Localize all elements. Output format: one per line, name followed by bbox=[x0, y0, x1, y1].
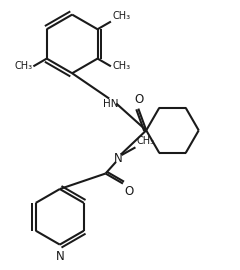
Text: N: N bbox=[55, 250, 64, 263]
Text: CH₃: CH₃ bbox=[112, 61, 130, 71]
Text: CH₃: CH₃ bbox=[14, 61, 32, 71]
Text: CH₃: CH₃ bbox=[112, 11, 130, 21]
Text: CH₃: CH₃ bbox=[137, 136, 155, 146]
Text: HN: HN bbox=[103, 99, 119, 109]
Text: O: O bbox=[134, 93, 144, 106]
Text: O: O bbox=[125, 185, 134, 198]
Text: N: N bbox=[114, 152, 123, 165]
